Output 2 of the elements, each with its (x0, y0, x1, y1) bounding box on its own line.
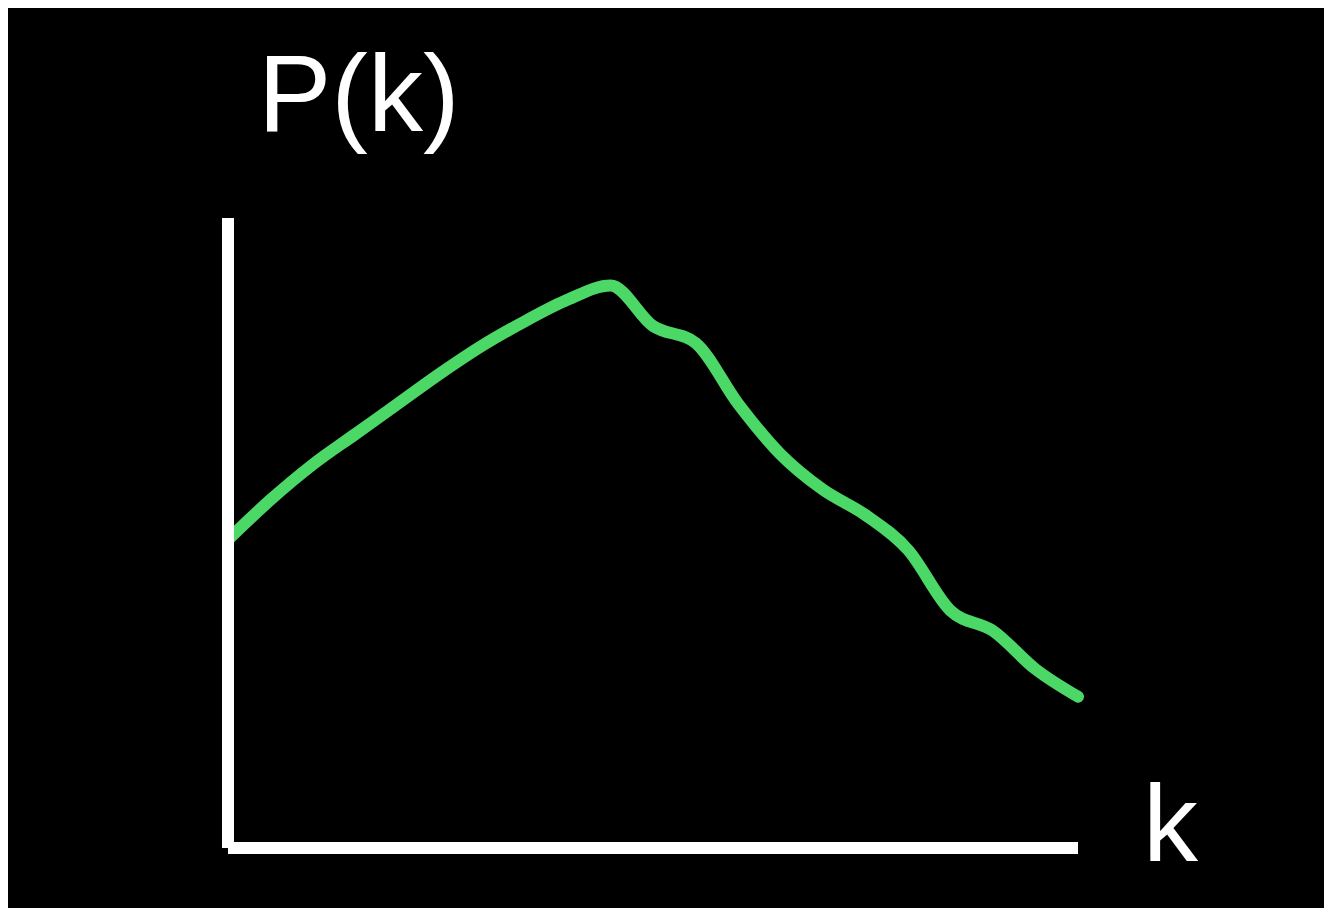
y-axis-title: P(k) (258, 31, 460, 154)
x-axis-title: k (1143, 761, 1198, 884)
